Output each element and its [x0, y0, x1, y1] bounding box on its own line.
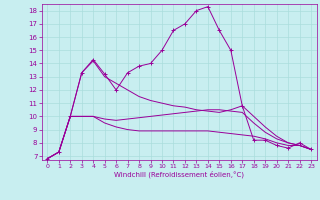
X-axis label: Windchill (Refroidissement éolien,°C): Windchill (Refroidissement éolien,°C)	[114, 171, 244, 178]
